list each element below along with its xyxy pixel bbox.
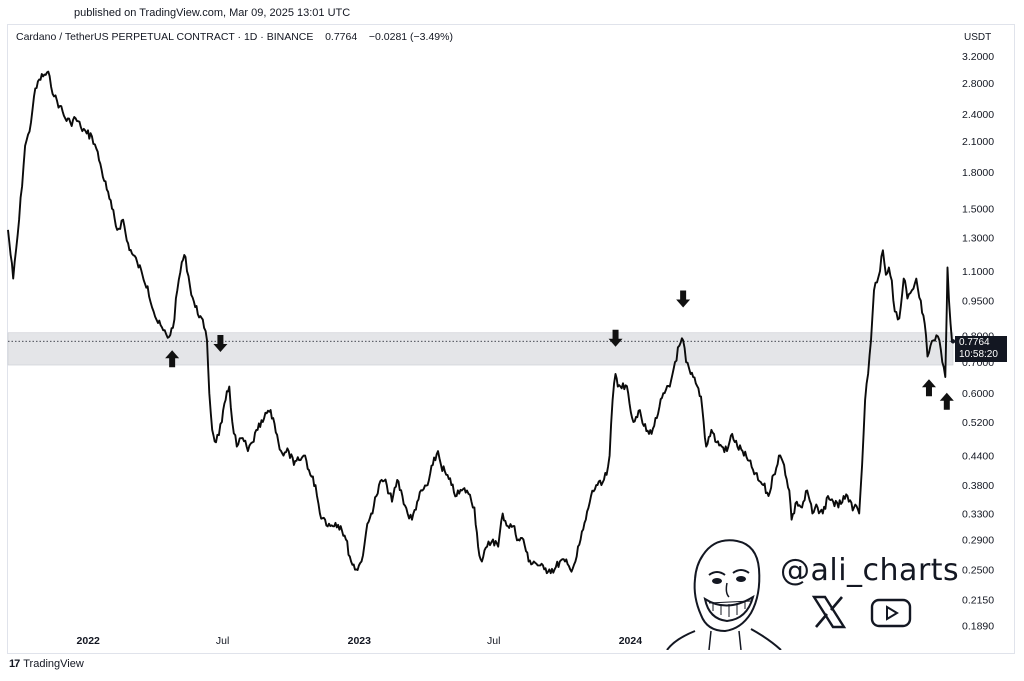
x-tick-label: 2023 (348, 635, 372, 647)
last-price-tag: 0.7764 10:58:20 (955, 336, 1007, 362)
y-tick-label: 0.9500 (962, 296, 994, 308)
author-handle: @ali_charts (780, 553, 960, 588)
y-tick-label: 0.3800 (962, 480, 994, 492)
x-tick-label: 2024 (619, 635, 643, 647)
y-tick-label: 0.2900 (962, 535, 994, 547)
y-tick-label: 1.3000 (962, 233, 994, 245)
published-note: published on TradingView.com, Mar 09, 20… (74, 7, 351, 19)
y-tick-label: 0.2500 (962, 564, 994, 576)
x-tick-label: Jul (487, 635, 500, 647)
chart-frame (7, 24, 1015, 654)
youtube-icon[interactable] (870, 598, 912, 628)
last-price: 0.7764 (325, 31, 358, 43)
support-zone-layer (7, 332, 954, 366)
support-zone-rect (7, 332, 954, 366)
symbol-name: Cardano / TetherUS PERPETUAL CONTRACT · … (16, 31, 314, 43)
y-tick-label: 2.8000 (962, 78, 994, 90)
price-change: −0.0281 (−3.49%) (368, 31, 453, 43)
x-logo-icon[interactable] (811, 595, 847, 629)
x-tick-label: Jul (216, 635, 229, 647)
y-tick-label: 0.4400 (962, 451, 994, 463)
price-series (7, 70, 956, 575)
y-tick-label: 0.1890 (962, 621, 994, 633)
arrow-down-icon (676, 290, 691, 308)
y-tick-label: 2.1000 (962, 136, 994, 148)
currency-label: USDT (964, 32, 992, 43)
y-tick-label: 0.6000 (962, 388, 994, 400)
last-price-tag-value: 0.7764 (959, 337, 990, 348)
x-tick-label: 2022 (77, 635, 101, 647)
y-tick-label: 1.5000 (962, 204, 994, 216)
arrow-annotations (165, 290, 954, 410)
footer-brand[interactable]: 17 TradingView (9, 658, 84, 670)
y-tick-label: 1.8000 (962, 167, 994, 179)
symbol-legend: Cardano / TetherUS PERPETUAL CONTRACT · … (16, 31, 453, 43)
y-tick-label: 0.5200 (962, 417, 994, 429)
y-tick-label: 0.2150 (962, 595, 994, 607)
x-axis: 2022 Jul 2023 Jul 2024 (77, 635, 643, 647)
arrow-down-icon (608, 329, 623, 347)
arrow-down-icon (213, 334, 228, 352)
tradingview-logo-icon: 17 (9, 658, 20, 670)
footer-brand-label: TradingView (23, 658, 84, 670)
price-line (7, 70, 953, 575)
y-tick-label: 3.2000 (962, 51, 994, 63)
y-tick-label: 2.4000 (962, 109, 994, 121)
y-tick-label: 1.1000 (962, 266, 994, 278)
bar-countdown: 10:58:20 (959, 349, 998, 360)
y-tick-label: 0.3300 (962, 509, 994, 521)
arrow-up-icon (921, 379, 936, 397)
trollface-avatar-icon (666, 539, 782, 650)
arrow-up-icon (165, 350, 180, 368)
last-price-dot (950, 339, 956, 344)
arrow-up-icon (939, 392, 954, 410)
